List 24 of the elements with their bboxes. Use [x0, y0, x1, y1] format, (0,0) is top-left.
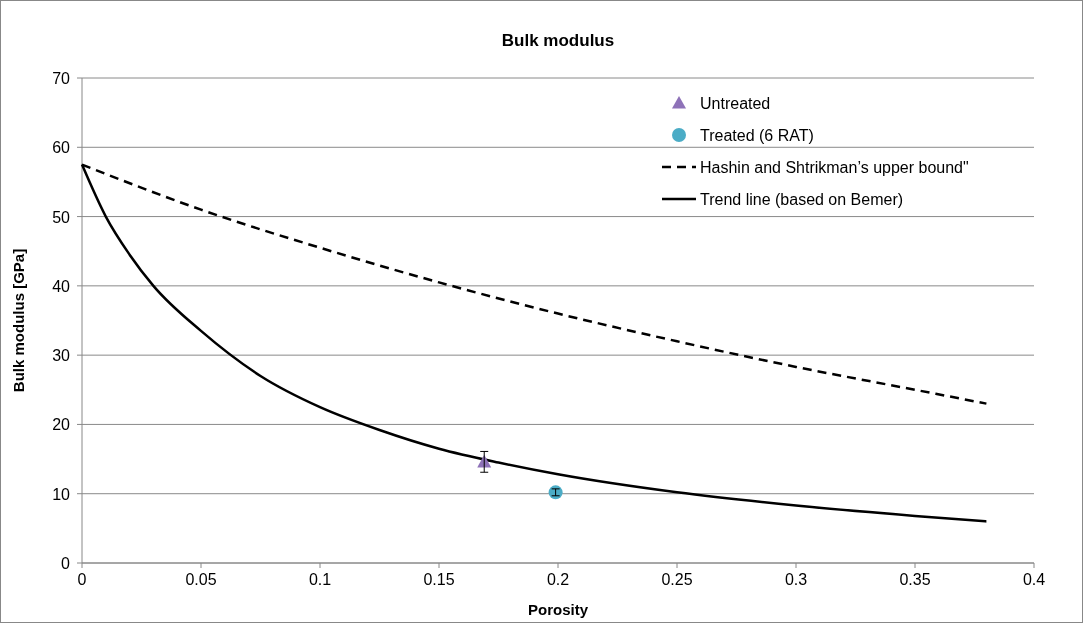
y-tick-label: 10	[52, 485, 71, 503]
x-tick-label: 0.2	[546, 571, 570, 588]
y-tick-label: 40	[52, 277, 71, 295]
y-tick-label: 50	[52, 208, 71, 226]
x-tick-label: 0.3	[784, 571, 808, 588]
legend-label: Untreated	[700, 95, 771, 112]
x-axis-title: Porosity	[527, 601, 589, 618]
x-tick-label: 0.15	[423, 571, 455, 588]
y-tick-label: 0	[61, 555, 71, 572]
legend-label: Treated (6 RAT)	[700, 127, 814, 144]
x-tick-label: 0.1	[308, 571, 332, 588]
y-axis-title: Bulk modulus [GPa]	[10, 248, 27, 393]
legend-label: Hashin and Shtrikman’s upper bound"	[700, 159, 969, 176]
x-tick-label: 0	[77, 571, 87, 588]
y-tick-label: 60	[52, 139, 71, 157]
x-tick-label: 0.05	[185, 571, 217, 588]
x-tick-label: 0.25	[661, 571, 693, 588]
y-tick-label: 20	[52, 416, 71, 434]
legend-label: Trend line (based on Bemer)	[700, 191, 904, 208]
y-tick-label: 70	[52, 70, 71, 87]
x-tick-label: 0.35	[899, 571, 931, 588]
y-tick-label: 30	[52, 347, 71, 365]
chart-title: Bulk modulus	[501, 31, 615, 50]
x-tick-label: 0.4	[1022, 571, 1046, 588]
